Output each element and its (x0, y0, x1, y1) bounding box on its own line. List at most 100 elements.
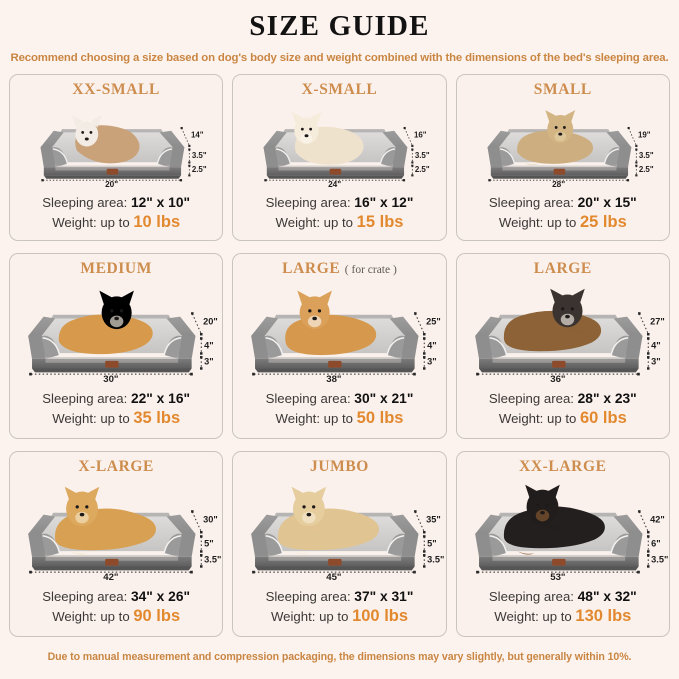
illustration-wrap: 19" 3.5" 2.5" 28" (457, 101, 669, 187)
illustration-wrap: 27" 4" 3" 36" (457, 282, 669, 382)
sleeping-area-value: 20" x 15" (577, 194, 637, 210)
sleeping-area-label: Sleeping area: (488, 588, 578, 604)
weight-line: Weight: up to 25 lbs (457, 212, 669, 232)
size-card[interactable]: XX-SMALL (9, 73, 224, 241)
svg-text:42": 42" (650, 514, 665, 524)
svg-text:3.5": 3.5" (427, 554, 444, 564)
svg-text:28": 28" (552, 180, 565, 187)
size-card[interactable]: LARGE ( for crate ) (232, 252, 447, 439)
svg-text:4": 4" (651, 340, 661, 350)
weight-line: Weight: up to 35 lbs (10, 408, 222, 428)
sleeping-area-line: Sleeping area: 22" x 16" (10, 391, 222, 408)
size-note: ( for crate ) (344, 263, 397, 276)
sleeping-area-label: Sleeping area: (265, 588, 355, 604)
svg-text:30": 30" (103, 374, 118, 382)
svg-text:27": 27" (650, 316, 665, 326)
sleeping-area-label: Sleeping area: (42, 194, 131, 210)
size-card[interactable]: MEDIUM (9, 252, 224, 439)
footer-disclaimer: Due to manual measurement and compressio… (47, 651, 632, 663)
illustration-wrap: 42" 6" 3.5" 53" (457, 480, 669, 580)
svg-text:20": 20" (105, 180, 118, 187)
size-card[interactable]: X-LARGE (9, 450, 224, 637)
svg-text:53": 53" (550, 572, 565, 580)
svg-text:35": 35" (427, 514, 442, 524)
size-card-text: Sleeping area: 37" x 31" Weight: up to 1… (233, 589, 445, 626)
bed-illustration: 35" 5" 3.5" 45" (251, 486, 445, 580)
size-card[interactable]: LARGE (455, 252, 670, 439)
weight-line: Weight: up to 15 lbs (233, 212, 445, 232)
svg-text:4": 4" (427, 340, 437, 350)
size-name: X-SMALL (301, 80, 378, 98)
svg-text:16": 16" (414, 130, 427, 139)
svg-text:3": 3" (204, 356, 214, 366)
weight-value: 50 lbs (356, 408, 404, 427)
size-card-grid: XX-SMALL (9, 73, 670, 637)
svg-text:19": 19" (638, 130, 651, 139)
sleeping-area-label: Sleeping area: (265, 194, 355, 210)
size-card-title: SMALL (457, 75, 669, 99)
sleeping-area-value: 22" x 16" (130, 390, 191, 406)
size-card-text: Sleeping area: 48" x 32" Weight: up to 1… (457, 589, 669, 626)
weight-value: 25 lbs (580, 212, 627, 231)
svg-text:3": 3" (427, 356, 437, 366)
size-name: JUMBO (310, 457, 369, 475)
sleeping-area-value: 34" x 26" (130, 588, 191, 604)
sleeping-area-line: Sleeping area: 28" x 23" (457, 391, 669, 408)
weight-label: Weight: up to (494, 608, 576, 624)
svg-text:3.5": 3.5" (204, 554, 221, 564)
svg-text:42": 42" (103, 572, 118, 580)
illustration-wrap: 14" 3.5" 2.5" 20" (10, 101, 222, 187)
illustration-wrap: 16" 3.5" 2.5" 24" (233, 101, 445, 187)
sleeping-area-value: 12" x 10" (130, 194, 191, 210)
sleeping-area-value: 16" x 12" (354, 194, 414, 210)
size-card[interactable]: X-SMALL (232, 73, 447, 241)
svg-text:14": 14" (191, 130, 204, 139)
size-card[interactable]: JUMBO (232, 450, 447, 637)
size-name: LARGE (282, 259, 341, 277)
sleeping-area-label: Sleeping area: (488, 194, 578, 210)
svg-text:3": 3" (651, 356, 661, 366)
svg-text:4": 4" (204, 340, 214, 350)
svg-text:5": 5" (427, 538, 437, 548)
weight-label: Weight: up to (275, 410, 357, 426)
weight-value: 35 lbs (133, 408, 181, 427)
weight-value: 15 lbs (356, 212, 404, 231)
weight-line: Weight: up to 60 lbs (457, 408, 669, 428)
sleeping-area-label: Sleeping area: (488, 390, 578, 406)
svg-text:5": 5" (204, 538, 214, 548)
weight-value: 130 lbs (575, 606, 632, 625)
illustration-wrap: 30" 5" 3.5" 42" (10, 480, 222, 580)
sleeping-area-line: Sleeping area: 12" x 10" (10, 195, 222, 212)
size-card-title: LARGE (457, 254, 669, 278)
sleeping-area-value: 48" x 32" (577, 588, 637, 604)
bed-illustration: 30" 5" 3.5" 42" (28, 486, 221, 580)
weight-label: Weight: up to (498, 410, 580, 426)
page-title: SIZE GUIDE (249, 10, 430, 42)
bed-illustration: 25" 4" 3" 38" (251, 290, 441, 382)
weight-value: 90 lbs (133, 606, 181, 625)
sleeping-area-label: Sleeping area: (42, 588, 131, 604)
size-card-text: Sleeping area: 22" x 16" Weight: up to 3… (10, 391, 222, 428)
size-card[interactable]: XX-LARGE (455, 450, 670, 637)
svg-text:2.5": 2.5" (192, 165, 207, 174)
sleeping-area-value: 30" x 21" (354, 390, 414, 406)
weight-line: Weight: up to 50 lbs (233, 408, 445, 428)
svg-text:3.5": 3.5" (651, 554, 668, 564)
weight-label: Weight: up to (52, 214, 134, 230)
sleeping-area-value: 28" x 23" (577, 390, 637, 406)
size-card-title: XX-LARGE (457, 452, 669, 476)
illustration-wrap: 20" 4" 3" 30" (10, 282, 222, 382)
size-card-title: X-SMALL (233, 75, 445, 99)
weight-line: Weight: up to 90 lbs (10, 606, 222, 626)
size-card-text: Sleeping area: 20" x 15" Weight: up to 2… (457, 195, 669, 232)
svg-text:2.5": 2.5" (638, 165, 653, 174)
sleeping-area-line: Sleeping area: 16" x 12" (233, 195, 445, 212)
sleeping-area-value: 37" x 31" (354, 588, 414, 604)
weight-value: 100 lbs (352, 606, 409, 625)
bed-illustration: 16" 3.5" 2.5" 24" (263, 111, 430, 187)
size-name: SMALL (533, 80, 592, 98)
illustration-wrap: 35" 5" 3.5" 45" (233, 480, 445, 580)
size-card[interactable]: SMALL (455, 73, 670, 241)
weight-line: Weight: up to 130 lbs (457, 606, 669, 626)
sleeping-area-line: Sleeping area: 30" x 21" (233, 391, 445, 408)
